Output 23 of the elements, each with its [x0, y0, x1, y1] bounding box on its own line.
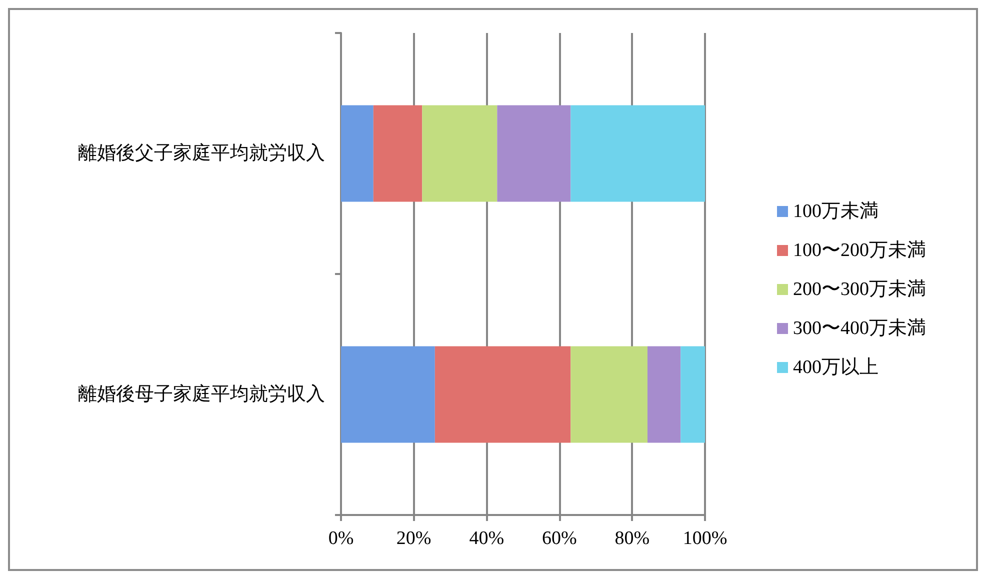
x-tick-label: 60%: [542, 528, 577, 549]
bar: [341, 105, 374, 202]
bar: [570, 105, 705, 202]
legend-label: 200〜300万未満: [793, 279, 926, 300]
bar: [570, 346, 648, 443]
y-tick-label: 離婚後父子家庭平均就労収入: [78, 142, 325, 164]
x-tick-label: 40%: [469, 528, 504, 549]
bar: [341, 346, 435, 443]
x-tick-label: 0%: [328, 528, 354, 549]
bar: [373, 105, 422, 202]
bar: [497, 105, 571, 202]
bar: [422, 105, 498, 202]
legend-label: 300〜400万未満: [793, 318, 926, 339]
legend-label: 100万未満: [793, 201, 878, 222]
x-tick-label: 80%: [614, 528, 650, 549]
y-tick-label: 離婚後母子家庭平均就労収入: [78, 383, 325, 405]
x-tick-label: 100%: [682, 528, 728, 549]
bar: [434, 346, 571, 443]
x-tick-label: 20%: [396, 528, 432, 549]
bar: [647, 346, 681, 443]
bar: [680, 346, 705, 443]
legend-label: 100〜200万未満: [793, 240, 926, 261]
legend-label: 400万以上: [793, 357, 878, 378]
